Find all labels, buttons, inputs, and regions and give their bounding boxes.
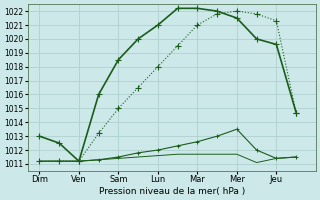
X-axis label: Pression niveau de la mer( hPa ): Pression niveau de la mer( hPa ) — [99, 187, 245, 196]
